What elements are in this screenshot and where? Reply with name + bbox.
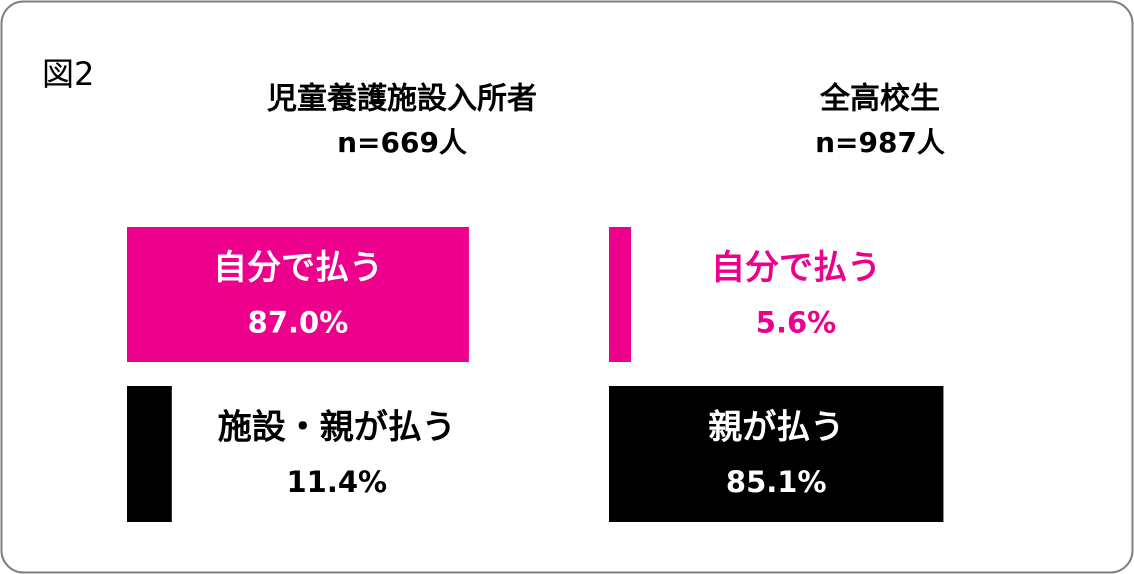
figure-label: 図2 [42,55,94,93]
category-label: 自分で払う [213,248,383,288]
category-label: 施設・親が払う [218,408,456,448]
panel-subtitle: n=669人 [337,126,467,159]
panel-title: 全高校生 [819,82,940,117]
category-label: 自分で払う [711,248,881,288]
value-label: 11.4% [286,465,387,499]
value-label: 85.1% [726,465,827,499]
bar [609,227,632,362]
value-label: 87.0% [248,306,349,340]
bar [609,386,944,522]
value-label: 5.6% [756,306,836,340]
category-label: 親が払う [708,408,844,448]
bar [127,386,172,522]
panel-title: 児童養護施設入所者 [267,82,537,117]
panel-subtitle: n=987人 [815,126,945,159]
bar [127,227,469,362]
